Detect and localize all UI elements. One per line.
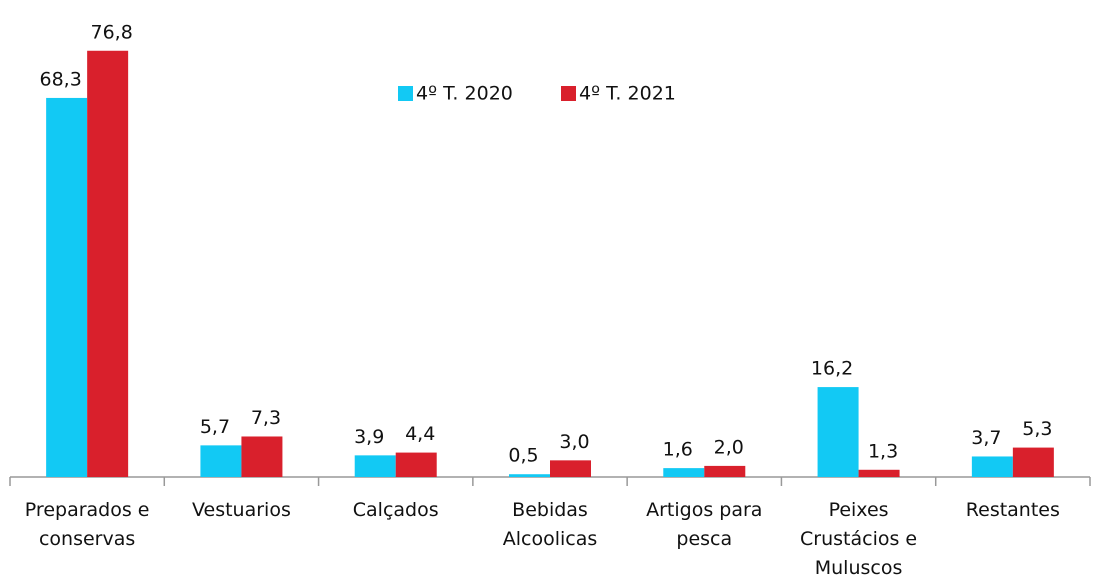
legend-swatch (561, 86, 576, 101)
data-label: 1,6 (663, 439, 693, 461)
x-tick-label: Vestuarios (191, 499, 291, 521)
data-label: 3,0 (559, 431, 589, 453)
bar (704, 465, 746, 477)
x-tick-label: Calçados (352, 499, 439, 521)
x-tick-label: Peixes Crustácios e Muluscos (800, 499, 918, 579)
x-tick-label: Artigos para pesca (646, 499, 763, 550)
bar (509, 474, 550, 477)
bar (550, 460, 591, 477)
legend-swatch (398, 86, 413, 101)
bar (395, 452, 437, 477)
x-tick-label: Bebidas Alcoolicas (502, 499, 598, 550)
data-label: 7,3 (251, 407, 281, 429)
bar (200, 445, 242, 477)
data-label: 5,7 (200, 416, 230, 438)
data-label: 68,3 (39, 68, 81, 90)
x-tick-label: Restantes (965, 499, 1060, 521)
bar (663, 468, 705, 477)
data-label: 3,9 (354, 426, 384, 448)
data-label: 16,2 (811, 358, 853, 380)
legend-label: 4º T. 2021 (579, 83, 676, 105)
legend-label: 4º T. 2020 (416, 83, 513, 105)
bar (87, 50, 129, 477)
bar (354, 455, 396, 477)
bar (858, 469, 900, 477)
data-label: 2,0 (714, 436, 744, 458)
bar (817, 387, 859, 477)
bar (1012, 447, 1054, 477)
bar (241, 436, 283, 477)
x-tick-label: Preparados e conservas (24, 499, 150, 550)
data-label: 1,3 (868, 440, 898, 462)
bar (46, 97, 88, 477)
data-label: 0,5 (508, 445, 538, 467)
data-label: 3,7 (971, 427, 1001, 449)
bar (971, 456, 1013, 477)
data-label: 76,8 (90, 21, 132, 43)
data-label: 5,3 (1022, 418, 1052, 440)
data-label: 4,4 (405, 423, 435, 445)
